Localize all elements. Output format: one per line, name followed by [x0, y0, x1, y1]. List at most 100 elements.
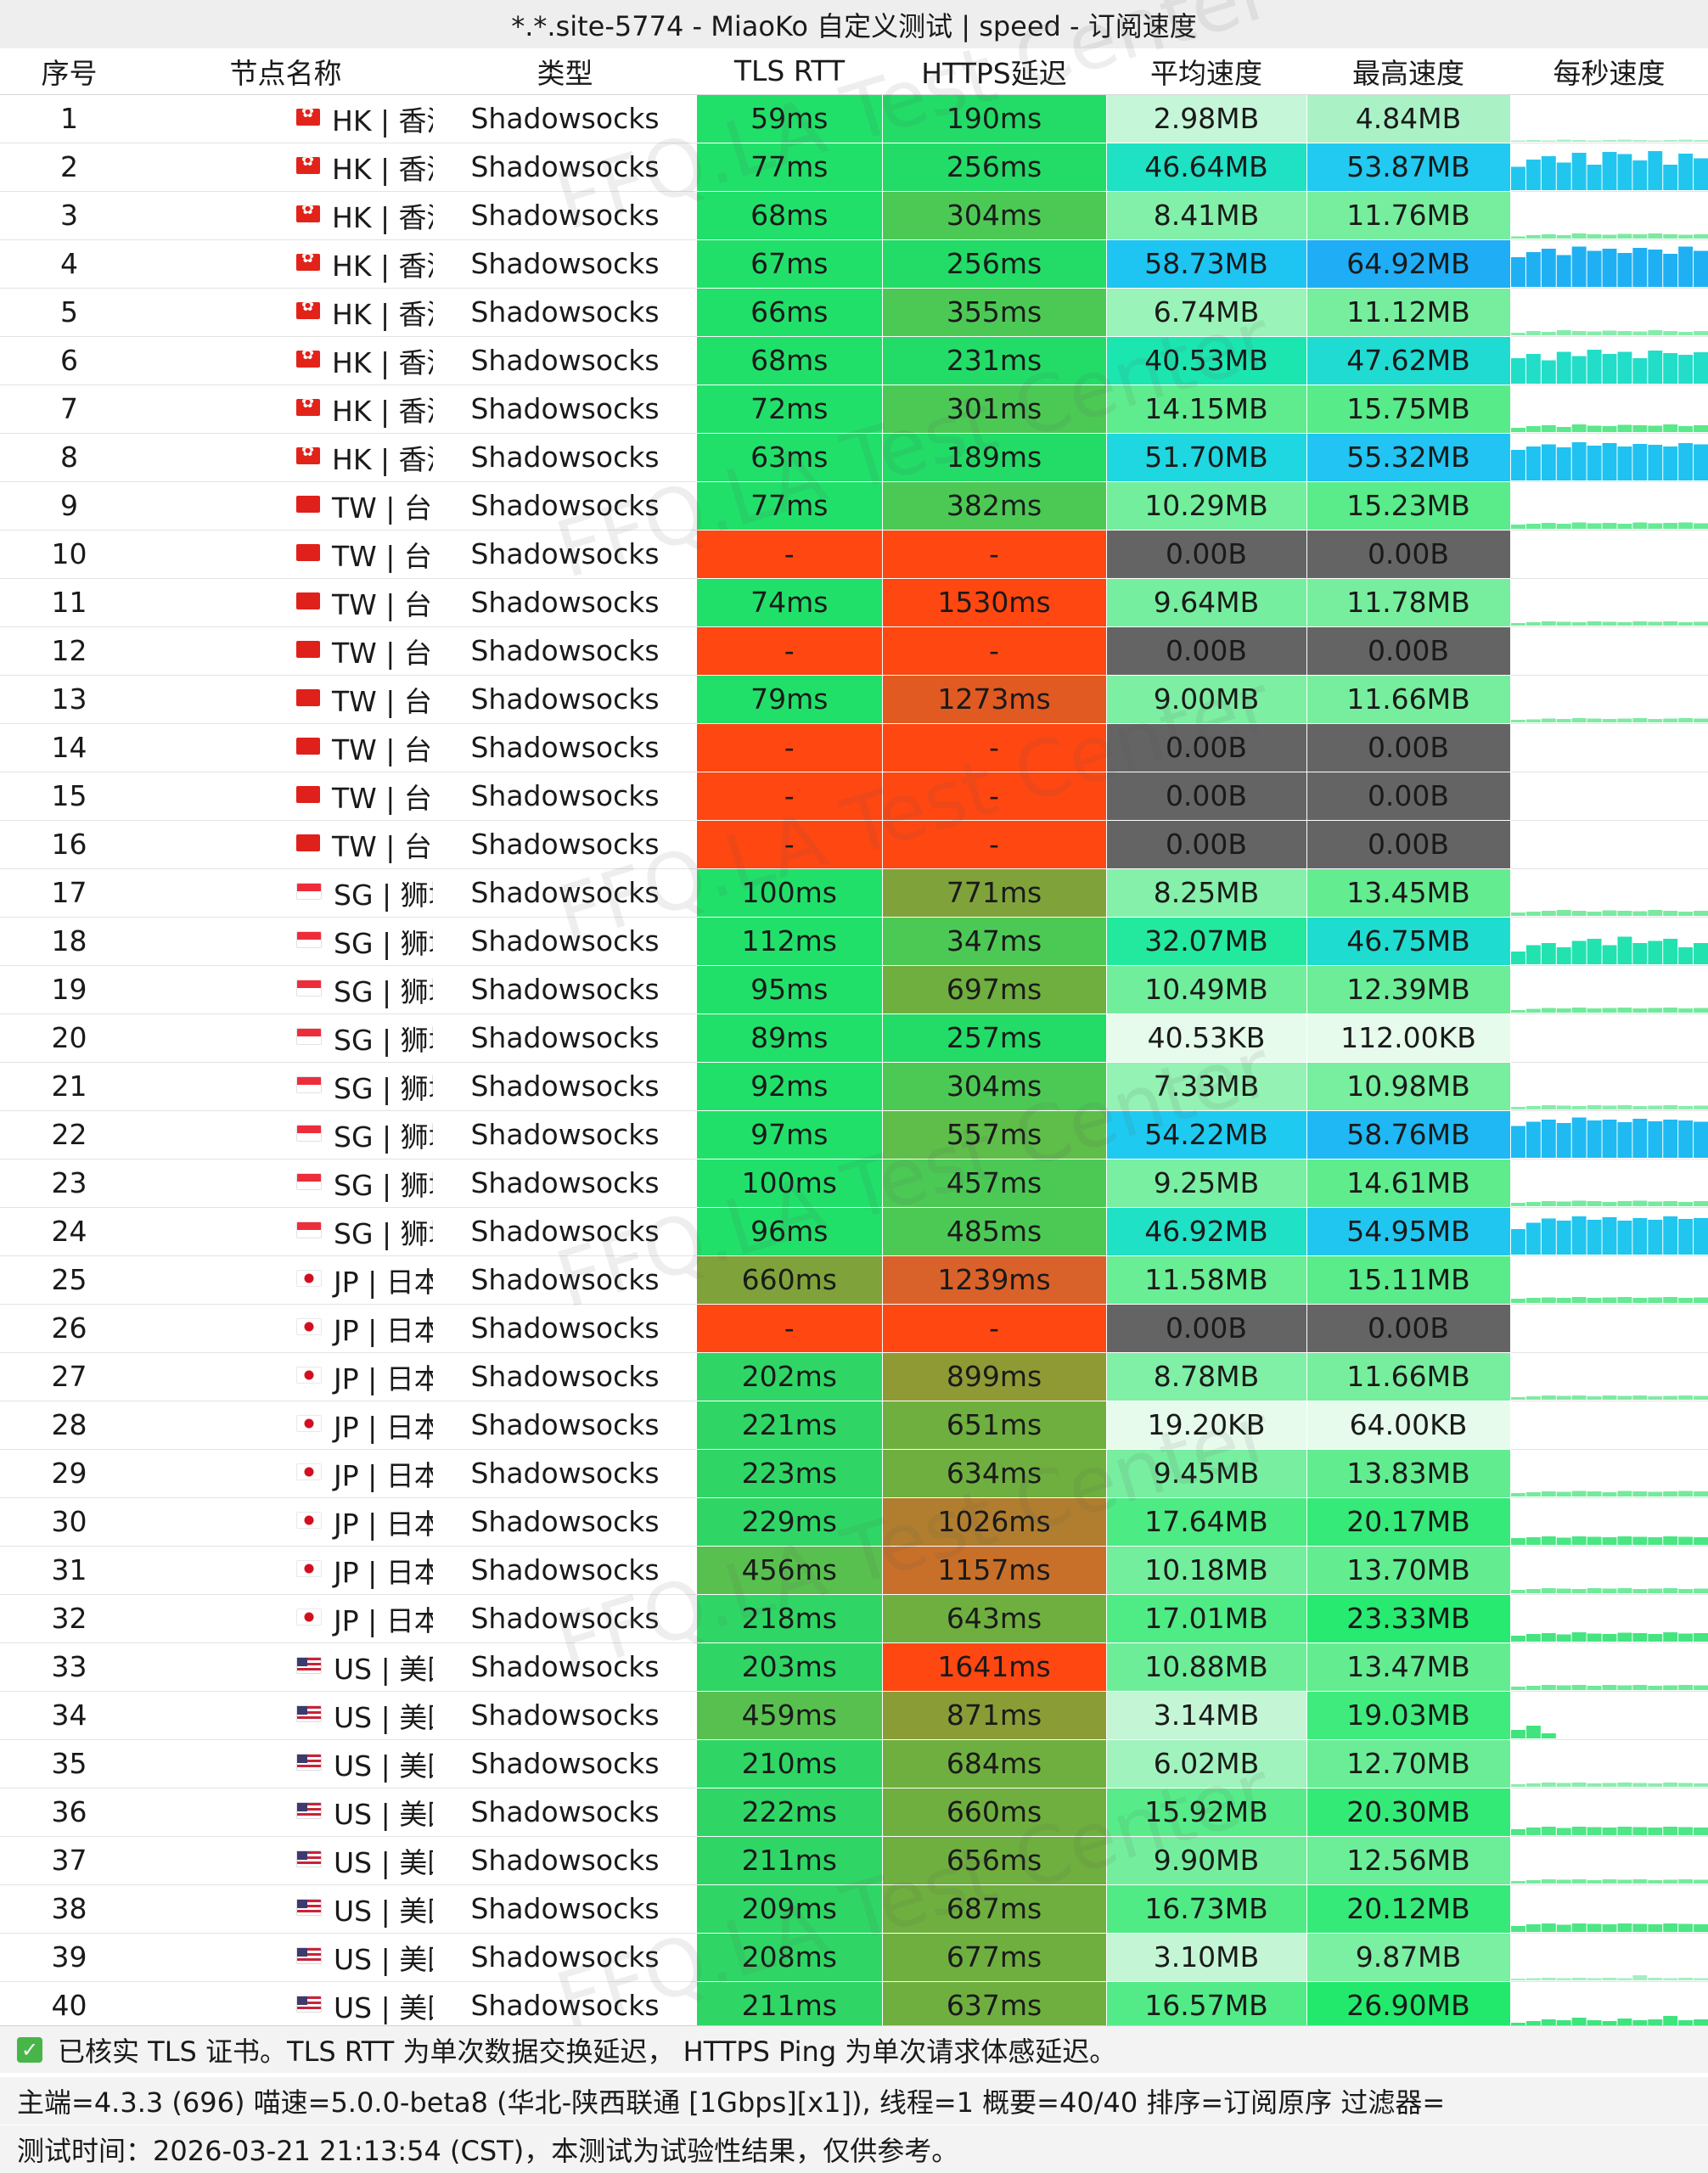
sparkline-bar: [1632, 620, 1647, 626]
table-row[interactable]: 13 TW | 台北03 AShadowsocks79ms1273ms9.00MB…: [0, 675, 1708, 724]
sparkline-bar: [1510, 719, 1525, 722]
sparkline-bar: [1602, 442, 1616, 480]
col-header-max-speed[interactable]: 最高速度: [1306, 48, 1510, 95]
sparkline-bar: [1587, 1536, 1602, 1545]
sparkline-bar: [1616, 1200, 1632, 1206]
sparkline-bar: [1647, 249, 1662, 287]
table-row[interactable]: 3 HK | 香港02 AShadowsocks68ms304ms8.41MB11…: [0, 191, 1708, 240]
node-name-cell: SG | 狮城02 A: [138, 965, 433, 1014]
col-header-node-name[interactable]: 节点名称: [138, 48, 433, 95]
table-row[interactable]: 31 JP | 日本04 AShadowsocks456ms1157ms10.18…: [0, 1546, 1708, 1595]
https-delay: -: [882, 723, 1107, 772]
table-row[interactable]: 11 TW | 台北02 AShadowsocks74ms1530ms9.64MB…: [0, 578, 1708, 627]
sparkline-bar: [1571, 1491, 1587, 1496]
sparkline-bar: [1632, 1297, 1647, 1303]
node-name: SG | 狮城01 A: [334, 878, 433, 912]
row-index: 11: [0, 578, 138, 627]
row-index: 1: [0, 94, 138, 143]
col-header-type[interactable]: 类型: [433, 48, 697, 95]
node-name: US | 美国02 A: [334, 1749, 433, 1783]
max-speed: 0.00B: [1306, 1304, 1511, 1353]
table-row[interactable]: 9 TW | 台北01 AShadowsocks77ms382ms10.29MB1…: [0, 481, 1708, 531]
table-row[interactable]: 37 US | 美国03 AShadowsocks211ms656ms9.90MB…: [0, 1836, 1708, 1885]
table-row[interactable]: 27 JP | 日本02 AShadowsocks202ms899ms8.78MB…: [0, 1352, 1708, 1401]
sparkline-bar: [1571, 1105, 1587, 1109]
table-row[interactable]: 18 SG | 狮城01 BShadowsocks112ms347ms32.07M…: [0, 917, 1708, 966]
table-row[interactable]: 17 SG | 狮城01 AShadowsocks100ms771ms8.25MB…: [0, 868, 1708, 918]
footer-note: ✓ 已核实 TLS 证书。TLS RTT 为单次数据交换延迟， HTTPS Pi…: [0, 2025, 1708, 2073]
col-header-avg-speed[interactable]: 平均速度: [1106, 48, 1306, 95]
sg-flag-icon: [296, 1124, 322, 1142]
avg-speed: 9.25MB: [1106, 1159, 1307, 1208]
sparkline-bar: [1587, 1008, 1602, 1013]
sparkline-bar: [1525, 446, 1541, 480]
node-name: US | 美国03 A: [334, 1845, 433, 1879]
col-header-https-delay[interactable]: HTTPS延迟: [882, 48, 1106, 95]
sparkline-bar: [1647, 350, 1662, 384]
table-row[interactable]: 8 HK | 香港04 BShadowsocks63ms189ms51.70MB5…: [0, 433, 1708, 482]
table-row[interactable]: 5 HK | 香港03 AShadowsocks66ms355ms6.74MB11…: [0, 288, 1708, 337]
table-row[interactable]: 2 HK | 香港01 BShadowsocks77ms256ms46.64MB5…: [0, 143, 1708, 192]
sparkline-bar: [1662, 352, 1677, 384]
node-name-cell: JP | 日本03 B: [138, 1497, 433, 1547]
table-row[interactable]: 23 SG | 狮城04 AShadowsocks100ms457ms9.25MB…: [0, 1159, 1708, 1208]
table-row[interactable]: 33 US | 美国01 AShadowsocks203ms1641ms10.88…: [0, 1642, 1708, 1692]
table-row[interactable]: 6 HK | 香港03 BShadowsocks68ms231ms40.53MB4…: [0, 336, 1708, 385]
node-name: US | 美国03 B: [334, 1894, 433, 1928]
sparkline-bar: [1662, 139, 1677, 142]
table-row[interactable]: 20 SG | 狮城02 BShadowsocks89ms257ms40.53KB…: [0, 1014, 1708, 1063]
per-second-speed-chart: [1510, 1788, 1708, 1837]
tls-rtt: 67ms: [697, 239, 883, 289]
max-speed: 12.56MB: [1306, 1836, 1511, 1885]
table-row[interactable]: 19 SG | 狮城02 AShadowsocks95ms697ms10.49MB…: [0, 965, 1708, 1014]
table-row[interactable]: 25 JP | 日本01 AShadowsocks660ms1239ms11.58…: [0, 1255, 1708, 1305]
table-row[interactable]: 4 HK | 香港02 BShadowsocks67ms256ms58.73MB6…: [0, 239, 1708, 289]
sparkline-bar: [1677, 442, 1693, 480]
table-row[interactable]: 32 JP | 日本04 BShadowsocks218ms643ms17.01M…: [0, 1594, 1708, 1643]
table-row[interactable]: 30 JP | 日本03 BShadowsocks229ms1026ms17.64…: [0, 1497, 1708, 1547]
per-second-speed-chart: [1510, 626, 1708, 676]
sparkline-bar: [1602, 248, 1616, 287]
table-row[interactable]: 7 HK | 香港04 AShadowsocks72ms301ms14.15MB1…: [0, 385, 1708, 434]
node-name: JP | 日本01 B: [334, 1313, 433, 1347]
https-delay: 677ms: [882, 1933, 1107, 1982]
table-row[interactable]: 36 US | 美国02 BShadowsocks222ms660ms15.92M…: [0, 1788, 1708, 1837]
table-row[interactable]: 21 SG | 狮城03 AShadowsocks92ms304ms7.33MB1…: [0, 1062, 1708, 1111]
table-row[interactable]: 39 US | 美国04 AShadowsocks208ms677ms3.10MB…: [0, 1933, 1708, 1982]
sparkline: [1510, 441, 1708, 480]
sparkline-bar: [1602, 1878, 1616, 1884]
https-delay: 304ms: [882, 191, 1107, 240]
table-row[interactable]: 40 US | 美国04 BShadowsocks211ms637ms16.57M…: [0, 1981, 1708, 2030]
sparkline-bar: [1662, 1104, 1677, 1109]
sparkline-bar: [1632, 357, 1647, 384]
table-row[interactable]: 1 HK | 香港01 AShadowsocks59ms190ms2.98MB4.…: [0, 94, 1708, 143]
col-header-index[interactable]: 序号: [0, 48, 138, 95]
table-row[interactable]: 38 US | 美国03 BShadowsocks209ms687ms16.73M…: [0, 1884, 1708, 1934]
table-row[interactable]: 28 JP | 日本02 BShadowsocks221ms651ms19.20K…: [0, 1401, 1708, 1450]
hk-flag-icon: [296, 249, 320, 271]
table-row[interactable]: 34 US | 美国01 BShadowsocks459ms871ms3.14MB…: [0, 1691, 1708, 1740]
sparkline-bar: [1677, 1977, 1693, 1980]
max-speed: 0.00B: [1306, 530, 1511, 579]
col-header-tls-rtt[interactable]: TLS RTT: [697, 48, 882, 95]
table-row[interactable]: 24 SG | 狮城04 BShadowsocks96ms485ms46.92MB…: [0, 1207, 1708, 1256]
col-header-per-second-speed[interactable]: 每秒速度: [1510, 48, 1708, 95]
node-name: JP | 日本03 A: [334, 1458, 433, 1492]
sparkline-bar: [1632, 1923, 1647, 1932]
table-row[interactable]: 35 US | 美国02 AShadowsocks210ms684ms6.02MB…: [0, 1739, 1708, 1788]
table-row[interactable]: 29 JP | 日本03 AShadowsocks223ms634ms9.45MB…: [0, 1449, 1708, 1498]
sparkline-bar: [1556, 234, 1571, 239]
sparkline-bar: [1525, 1491, 1541, 1496]
sparkline-bar: [1602, 718, 1616, 722]
sparkline: [1510, 1878, 1708, 1884]
tls-rtt: -: [697, 820, 883, 869]
tls-rtt: 96ms: [697, 1207, 883, 1256]
table-row[interactable]: 22 SG | 狮城03 BShadowsocks97ms557ms54.22MB…: [0, 1110, 1708, 1159]
https-delay: -: [882, 626, 1107, 676]
